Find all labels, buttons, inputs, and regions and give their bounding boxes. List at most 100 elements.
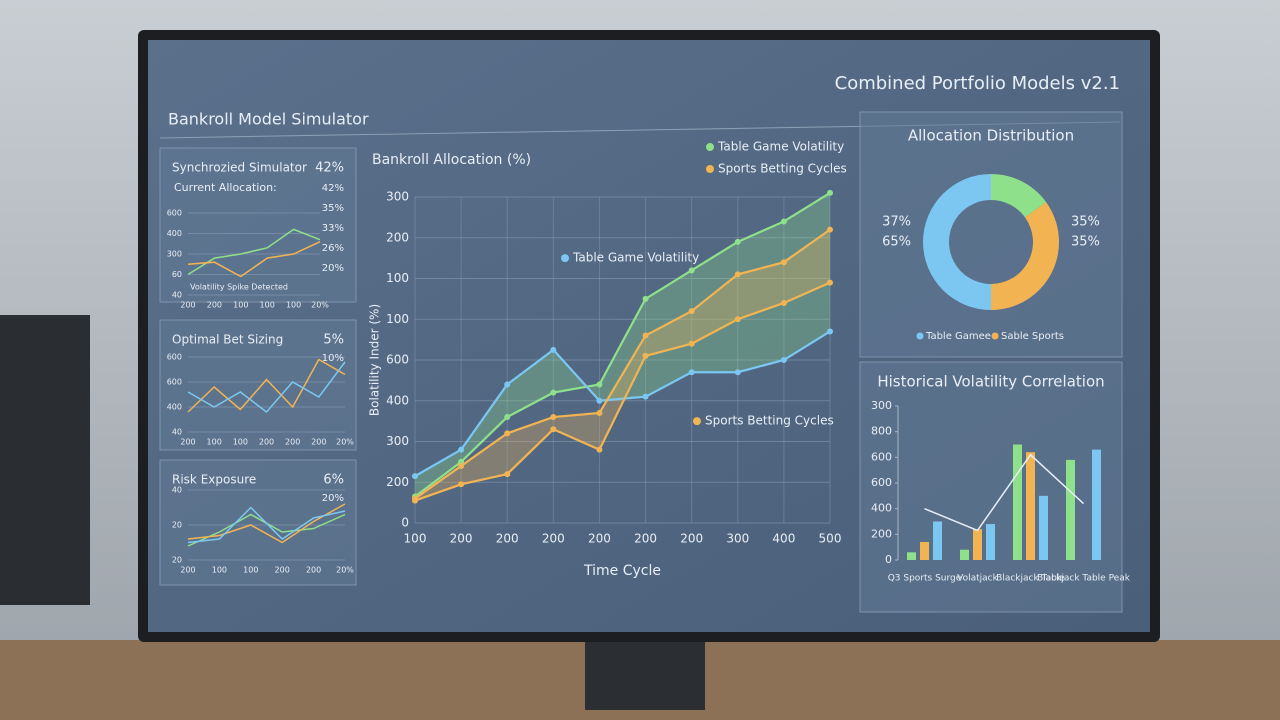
x-tick-label: 20%: [336, 438, 354, 447]
app-title: Bankroll Model Simulator: [168, 110, 369, 129]
point: [827, 328, 833, 335]
x-tick-label: 200: [680, 532, 703, 546]
y-tick-label: 600: [167, 209, 182, 218]
donut-label: 35%: [1071, 215, 1100, 230]
annotation-dot: [693, 417, 701, 426]
x-tick-label: Volatjack: [957, 574, 998, 584]
point: [504, 471, 511, 478]
x-tick-label: 300: [726, 532, 749, 546]
chart-title: Bankroll Allocation (%): [372, 152, 531, 168]
y-axis-label: Bolatility Inder (%): [368, 304, 382, 416]
annotation: Sports Betting Cycles: [705, 414, 834, 428]
panel: [159, 459, 357, 586]
donut-label: 35%: [1071, 235, 1100, 250]
panel: [159, 319, 357, 451]
y-tick-label: 800: [871, 425, 892, 438]
donut-segment: [923, 174, 991, 310]
y-tick-label: 400: [167, 403, 182, 412]
y-tick-label: 200: [871, 527, 892, 540]
series-line: [414, 330, 831, 478]
point: [412, 473, 418, 480]
x-tick-label: Q3 Sports Surge: [888, 574, 962, 584]
x-tick-label: 100: [243, 566, 258, 575]
bar: [986, 524, 995, 560]
x-axis-label: Time Cycle: [583, 563, 661, 579]
y-tick-label: 100: [386, 271, 409, 285]
point: [642, 352, 649, 359]
y-tick-label: 300: [871, 399, 892, 412]
point: [550, 389, 557, 396]
series-line: [187, 241, 321, 278]
point: [688, 340, 695, 347]
x-tick-label: 200: [496, 532, 519, 546]
legend-swatch: [916, 332, 924, 340]
chart-title: Optimal Bet Sizing: [172, 333, 283, 347]
x-tick-label: 200: [285, 438, 300, 447]
y-tick-label: 400: [871, 502, 892, 515]
bar: [960, 549, 969, 560]
x-tick-label: 400: [772, 532, 795, 546]
x-tick-label: 200: [180, 438, 195, 447]
legend-label: Sable Sports: [1001, 331, 1064, 342]
chart-title: Allocation Distribution: [908, 127, 1074, 145]
x-tick-label: 200: [542, 532, 565, 546]
x-tick-label: 100: [233, 301, 248, 310]
point: [642, 393, 649, 400]
series-line: [187, 228, 321, 276]
side-label: 20%: [322, 493, 344, 504]
x-tick-label: 100: [286, 301, 301, 310]
point: [596, 446, 603, 453]
point: [827, 189, 833, 196]
point: [550, 414, 557, 421]
y-tick-label: 20: [172, 521, 182, 530]
y-tick-label: 600: [167, 353, 182, 362]
x-tick-label: 500: [819, 532, 842, 546]
panel: [859, 111, 1123, 358]
side-label: 20%: [322, 263, 344, 274]
annotation: Table Game Volatility: [572, 251, 699, 265]
y-tick-label: 20: [172, 556, 182, 565]
point: [780, 357, 787, 363]
y-tick-label: 300: [386, 434, 409, 448]
bar: [1066, 459, 1075, 560]
legend-label: Table Game Volatility: [717, 140, 844, 154]
donut-segment: [991, 174, 1047, 218]
legend-swatch: [991, 332, 999, 340]
point: [780, 218, 787, 225]
y-tick-label: 0: [885, 553, 892, 566]
x-tick-label: 200: [311, 438, 326, 447]
point: [458, 481, 465, 488]
x-tick-label: 100: [207, 438, 222, 447]
series-line: [414, 228, 831, 500]
chart-subtitle: Current Allocation:: [174, 181, 277, 194]
point: [504, 430, 511, 437]
x-tick-label: Blackjack Table Peak: [1037, 574, 1131, 584]
side-label: 10%: [322, 353, 344, 364]
y-tick-label: 40: [172, 291, 182, 300]
band-fill: [415, 192, 830, 497]
point: [688, 308, 695, 315]
x-tick-label: 200: [259, 438, 274, 447]
point: [550, 426, 557, 433]
x-tick-label: 200: [306, 566, 321, 575]
app-subtitle: Combined Portfolio Models v2.1: [835, 73, 1120, 94]
point: [827, 226, 833, 233]
point: [596, 409, 603, 416]
series-line: [187, 506, 346, 544]
legend-label: Table Gamee: [925, 331, 991, 342]
panel: [159, 147, 357, 303]
x-tick-label: 100: [233, 438, 248, 447]
monitor-stand: [585, 630, 705, 710]
series-line: [414, 281, 831, 502]
y-tick-label: 200: [386, 230, 409, 244]
x-tick-label: 100: [260, 301, 275, 310]
series-line: [187, 503, 346, 544]
point: [642, 295, 649, 302]
donut-label: 65%: [882, 235, 911, 250]
band-fill: [415, 229, 830, 501]
panel: [859, 361, 1123, 613]
headline-value: 42%: [315, 161, 344, 176]
bar: [973, 529, 982, 560]
x-tick-label: 200: [450, 532, 473, 546]
